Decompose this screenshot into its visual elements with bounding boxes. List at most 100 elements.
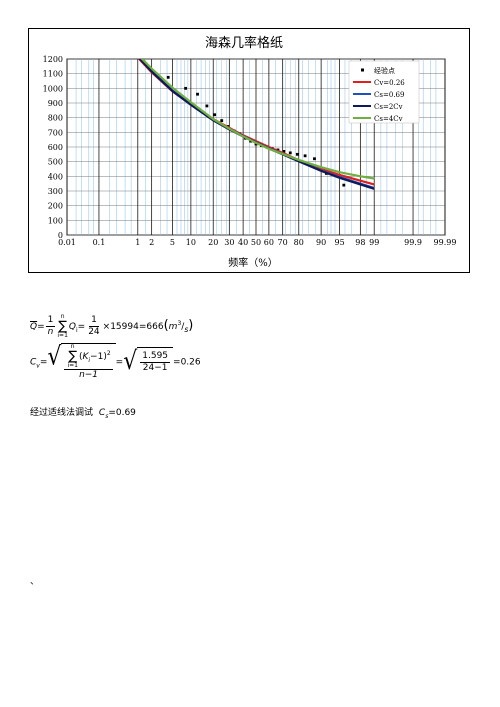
q-i-subscript: i <box>75 326 78 334</box>
y-tick-label: 200 <box>48 202 63 211</box>
sum-top: n <box>60 313 65 320</box>
data-point <box>288 151 292 155</box>
y-tick-label: 1100 <box>43 70 63 79</box>
cv-value: 0.26 <box>180 357 201 368</box>
num-1595: 1.595 <box>140 351 171 363</box>
x-tick-label: 40 <box>238 238 248 247</box>
cs-value: =0.69 <box>108 408 136 418</box>
legend-label: 经验点 <box>374 66 395 75</box>
variance-fraction: n ∑ i=1 (Ki−1)2 n−1 <box>64 344 113 381</box>
data-point <box>303 154 307 158</box>
x-tick-label: 30 <box>224 238 234 247</box>
y-tick-label: 600 <box>48 143 63 152</box>
data-point <box>205 104 209 108</box>
cs-label: 经过适线法调试 <box>30 408 94 418</box>
x-tick-label: 2 <box>149 238 154 247</box>
x-tick-label: 0.1 <box>93 238 106 247</box>
x-tick-label: 60 <box>264 238 274 247</box>
frac-num: 1 <box>45 315 56 327</box>
unit-s: s <box>184 324 189 334</box>
x-axis-label: 频率（%） <box>228 256 278 269</box>
x-tick-label: 95 <box>334 238 344 247</box>
y-tick-label: 900 <box>48 99 63 108</box>
cs-symbol: C <box>98 408 106 418</box>
data-point <box>313 157 316 161</box>
data-layer <box>137 59 375 190</box>
legend-label: Cs=0.69 <box>374 91 404 99</box>
n-minus-1: n−1 <box>79 370 99 380</box>
legend-swatch <box>361 68 364 72</box>
unit-m: m <box>168 322 178 332</box>
x-tick-label: 10 <box>186 238 196 247</box>
times-sign: × <box>102 322 111 332</box>
y-tick-label: 500 <box>48 158 63 167</box>
cv-subscript: v <box>36 362 40 370</box>
y-tick-label: 400 <box>48 172 63 181</box>
sum-value: 15994 <box>110 322 139 332</box>
y-tick-label: 700 <box>48 128 63 137</box>
x-tick-label: 0.01 <box>58 238 76 247</box>
sigma-symbol: ∑ <box>58 319 68 334</box>
y-tick-label: 800 <box>48 114 63 123</box>
data-point <box>220 119 224 122</box>
q-bar-symbol: Q <box>30 322 38 332</box>
frac-num-2: 1 <box>89 315 99 327</box>
chart-svg: 0100200300400500600700800900100011001200… <box>43 35 457 269</box>
cv-formula: Cv= √ n ∑ i=1 (Ki−1)2 n−1 = √ 1.595 24−1 =0.26 <box>30 342 201 381</box>
x-tick-label: 99.99 <box>434 238 457 247</box>
paren-open: ( <box>163 318 169 333</box>
data-point <box>295 152 299 156</box>
q-i-symbol: Q <box>68 322 76 332</box>
mean-flow-formula: Q= 1 n n ∑ i=1 Qi= 1 24 ×15994=666(m3/s) <box>30 313 194 339</box>
sum-bottom: i=1 <box>57 332 68 339</box>
equals-sign-1: = <box>37 322 45 332</box>
x-tick-label: 80 <box>294 238 304 247</box>
paren-close: ) <box>188 318 194 333</box>
data-point <box>166 75 170 79</box>
x-tick-label: 90 <box>316 238 326 247</box>
legend-label: Cv=0.26 <box>374 79 405 87</box>
data-point <box>342 183 346 187</box>
x-tick-label: 70 <box>278 238 288 247</box>
x-tick-label: 50 <box>251 238 261 247</box>
series-line <box>140 59 375 180</box>
den-24-1: 24−1 <box>142 363 168 373</box>
y-tick-label: 1200 <box>43 55 63 64</box>
stray-mark: 、 <box>30 577 40 587</box>
frac-den: n <box>47 327 54 337</box>
legend-box <box>348 60 420 124</box>
cs-subscript: s <box>105 412 109 420</box>
equals-sign-2: = <box>77 322 86 332</box>
frequency-chart: 0 100 200 300 400 500 600 700 800 900 1000 1100 1200… <box>28 28 470 273</box>
sqrt-1: √ n ∑ i=1 (Ki−1)2 n−1 <box>47 342 116 381</box>
frac-den-2: 24 <box>88 327 100 337</box>
data-point <box>184 86 188 90</box>
legend-label: Cs=4Cv <box>374 115 403 123</box>
y-tick-label: 100 <box>48 216 63 225</box>
equals-sign-5: = <box>115 357 124 368</box>
x-tick-label: 20 <box>208 238 218 247</box>
k-i-symbol: K <box>82 352 89 362</box>
y-tick-label: 300 <box>48 187 63 196</box>
fraction-1-over-24: 1 24 <box>86 315 101 338</box>
equals-sign-6: = <box>173 357 181 368</box>
legend: 经验点 Cv=0.26 Cs=0.69 Cs=2Cv Cs=4Cv <box>348 60 420 124</box>
legend-label: Cs=2Cv <box>374 103 403 111</box>
equals-sign-3: = <box>138 322 147 332</box>
data-point <box>213 113 217 117</box>
x-tick-label: 98 <box>355 238 365 247</box>
mean-result: 666 <box>146 322 164 332</box>
data-point <box>282 150 286 153</box>
x-tick-label: 99.9 <box>404 238 422 247</box>
chart-title: 海森几率格纸 <box>205 35 283 51</box>
equals-sign-4: = <box>39 357 48 368</box>
x-tick-label: 1 <box>135 238 140 247</box>
summation: n ∑ i=1 <box>57 314 68 339</box>
cv-symbol: C <box>30 357 37 368</box>
x-tick-label: 99 <box>369 238 379 247</box>
x-tick-label: 5 <box>170 238 175 247</box>
y-tick-label: 0 <box>58 231 63 240</box>
y-tick-label: 1000 <box>43 84 63 93</box>
data-point <box>196 92 199 96</box>
